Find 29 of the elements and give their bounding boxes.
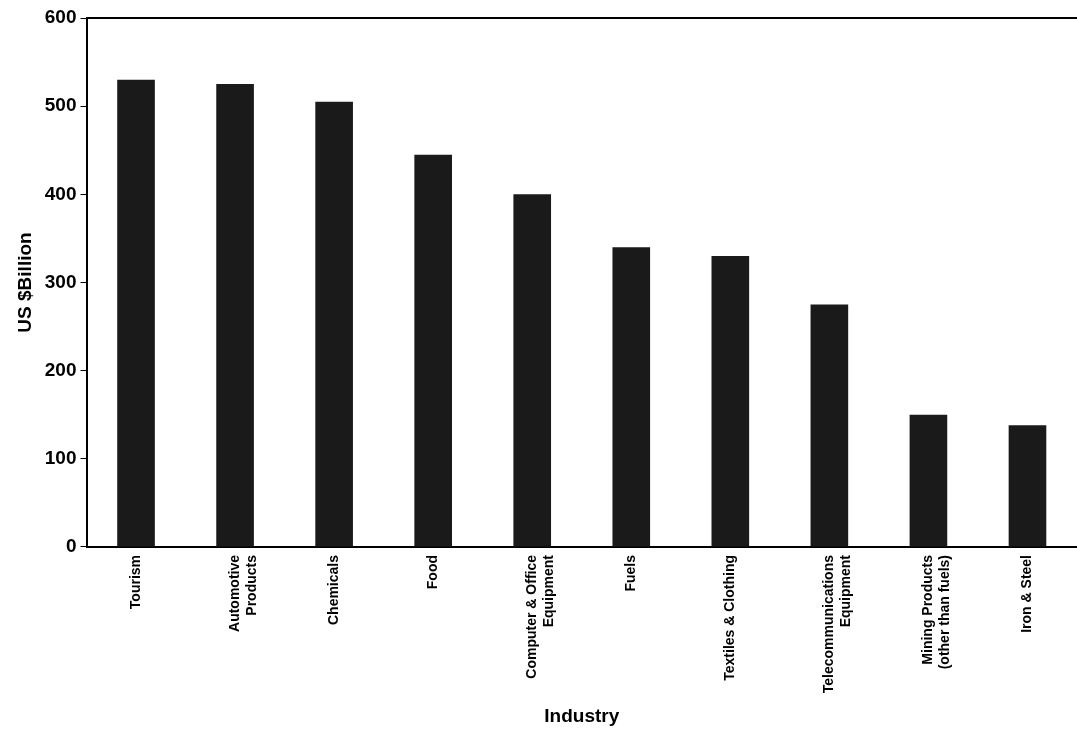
x-tick-label: Automotive Products [225,554,259,632]
bar [711,256,750,547]
x-tick-label: Iron & Steel [1018,554,1035,633]
x-tick-label: Fuels [622,554,639,592]
bar [810,304,849,547]
x-tick-label: Computer & Office Equipment [523,554,556,679]
x-tick-label: Mining Products (other than fuels) [919,554,953,670]
y-tick-label: 200 [44,358,77,380]
y-tick-label: 0 [65,535,77,557]
y-tick-label: 600 [44,6,77,28]
x-tick-label: Food [424,554,441,590]
bar [513,194,552,547]
bar [117,79,155,547]
x-tick-label: Tourism [126,554,143,610]
bar [1008,425,1047,547]
y-tick-label: 100 [44,447,77,469]
y-tick-label: 300 [44,270,77,292]
bar [909,414,948,547]
x-tick-label: Telecommunications Equipment [820,554,854,694]
y-tick-label: 500 [44,94,77,116]
bar [315,101,353,547]
y-tick-label: 400 [44,182,77,204]
bar [612,247,651,547]
bar [414,154,452,547]
bar [216,84,254,547]
x-tick-label: Chemicals [324,554,341,626]
x-axis-title: Industry [544,704,620,726]
x-tick-label: Textiles & Clothing [721,554,738,681]
y-axis-title: US $Billion [13,232,35,333]
